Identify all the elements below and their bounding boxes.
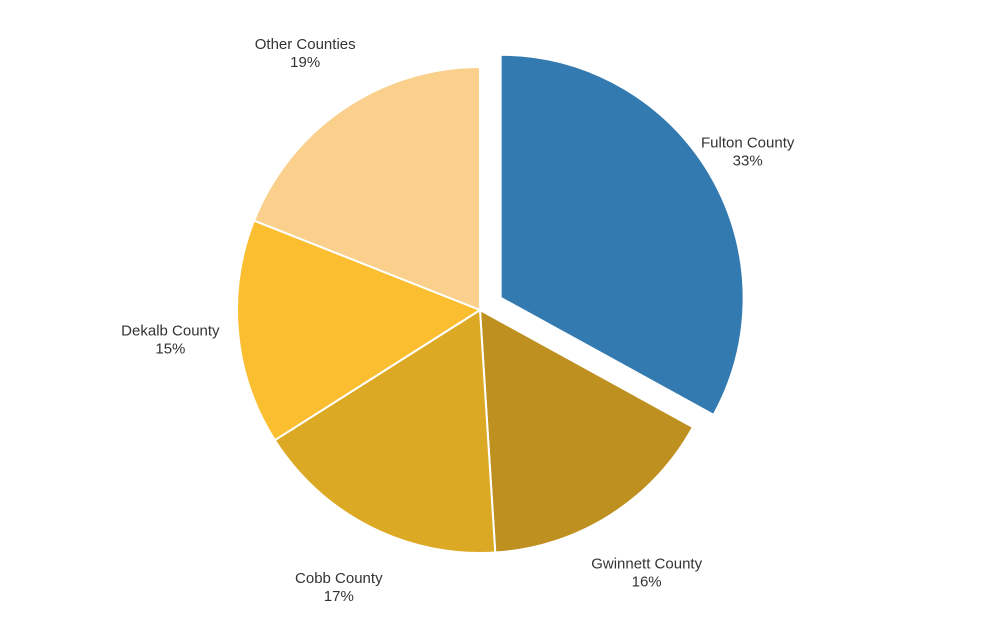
slice-percent-dekalb-county: 15% — [155, 340, 185, 357]
pie-slice-gwinnett-county — [479, 309, 694, 554]
slice-label-cobb-county: Cobb County — [295, 570, 383, 587]
pie-slice-fulton-county — [499, 53, 745, 416]
pie-slice-dekalb-county — [236, 219, 481, 442]
slice-percent-other-counties: 19% — [290, 54, 320, 71]
slice-label-other-counties: Other Counties — [255, 36, 356, 53]
slice-label-dekalb-county: Dekalb County — [121, 322, 220, 339]
pie-slice-other-counties — [253, 66, 481, 311]
slices-layer — [236, 53, 745, 554]
slice-percent-fulton-county: 33% — [733, 153, 763, 170]
slice-percent-cobb-county: 17% — [324, 588, 354, 605]
slice-label-gwinnett-county: Gwinnett County — [591, 556, 702, 573]
pie-slice-cobb-county — [273, 309, 497, 554]
slice-label-fulton-county: Fulton County — [701, 135, 795, 152]
slice-percent-gwinnett-county: 16% — [632, 574, 662, 591]
